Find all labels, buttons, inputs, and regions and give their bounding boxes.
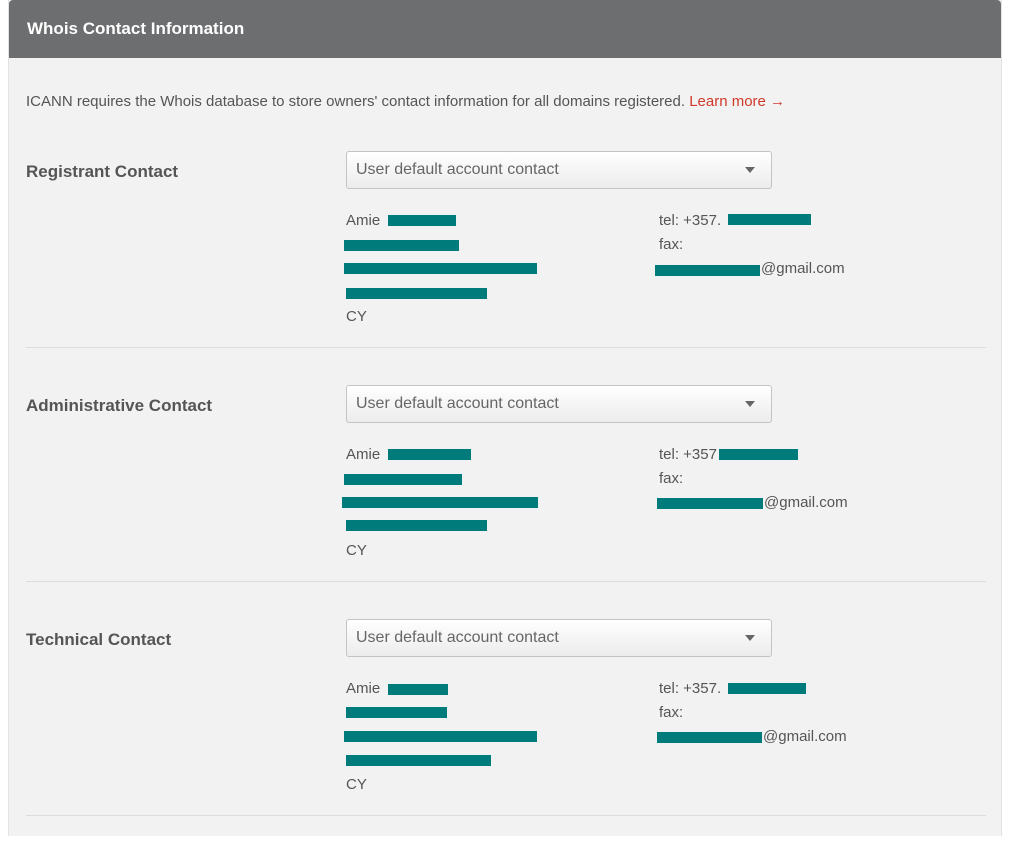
redaction-bar <box>344 474 462 485</box>
intro-text: ICANN requires the Whois database to sto… <box>26 93 785 110</box>
redaction-bar <box>344 263 537 274</box>
whois-panel: Whois Contact Information ICANN requires… <box>8 0 1002 836</box>
redaction-bar <box>719 449 798 460</box>
redaction-bar <box>657 732 762 743</box>
technical-tel: tel: +357. <box>659 680 722 697</box>
chevron-down-icon <box>745 167 755 173</box>
redaction-bar <box>346 288 487 299</box>
technical-select-value: User default account contact <box>356 629 559 646</box>
redaction-bar <box>388 215 456 226</box>
redaction-bar <box>346 707 447 718</box>
redaction-bar <box>344 731 537 742</box>
registrant-contact-label: Registrant Contact <box>26 162 179 181</box>
registrant-select-value: User default account contact <box>356 161 559 178</box>
chevron-down-icon <box>745 401 755 407</box>
technical-name: Amie <box>346 680 381 697</box>
registrant-country: CY <box>346 308 367 325</box>
registrant-contact-section: Registrant Contact User default account … <box>9 150 1003 384</box>
chevron-down-icon <box>745 635 755 641</box>
technical-contact-label: Technical Contact <box>26 630 172 649</box>
administrative-country: CY <box>346 542 367 559</box>
administrative-tel: tel: +357 <box>659 446 717 463</box>
panel-header: Whois Contact Information <box>9 0 1001 58</box>
redaction-bar <box>728 214 811 225</box>
registrant-name: Amie <box>346 212 381 229</box>
administrative-select-value: User default account contact <box>356 395 559 412</box>
technical-fax: fax: <box>659 704 684 721</box>
administrative-email: @gmail.com <box>764 494 848 511</box>
administrative-contact-section: Administrative Contact User default acco… <box>9 384 1003 618</box>
section-divider <box>26 815 986 816</box>
section-divider <box>26 347 986 348</box>
redaction-bar <box>728 683 806 694</box>
section-divider <box>26 581 986 582</box>
redaction-bar <box>342 497 538 508</box>
technical-contact-select[interactable]: User default account contact <box>346 619 772 657</box>
registrant-email: @gmail.com <box>761 260 845 277</box>
administrative-name: Amie <box>346 446 381 463</box>
administrative-contact-label: Administrative Contact <box>26 396 213 415</box>
redaction-bar <box>388 449 471 460</box>
technical-email: @gmail.com <box>763 728 847 745</box>
registrant-contact-select[interactable]: User default account contact <box>346 151 772 189</box>
technical-contact-section: Technical Contact User default account c… <box>9 618 1003 852</box>
technical-country: CY <box>346 776 367 793</box>
administrative-contact-select[interactable]: User default account contact <box>346 385 772 423</box>
redaction-bar <box>388 684 448 695</box>
registrant-tel: tel: +357. <box>659 212 722 229</box>
administrative-fax: fax: <box>659 470 684 487</box>
redaction-bar <box>657 498 763 509</box>
redaction-bar <box>346 755 491 766</box>
learn-more-link[interactable]: Learn more → <box>689 93 786 110</box>
redaction-bar <box>655 265 760 276</box>
redaction-bar <box>346 520 487 531</box>
redaction-bar <box>344 240 459 251</box>
intro-description: ICANN requires the Whois database to sto… <box>26 93 686 110</box>
registrant-fax: fax: <box>659 236 684 253</box>
panel-title: Whois Contact Information <box>27 19 245 38</box>
